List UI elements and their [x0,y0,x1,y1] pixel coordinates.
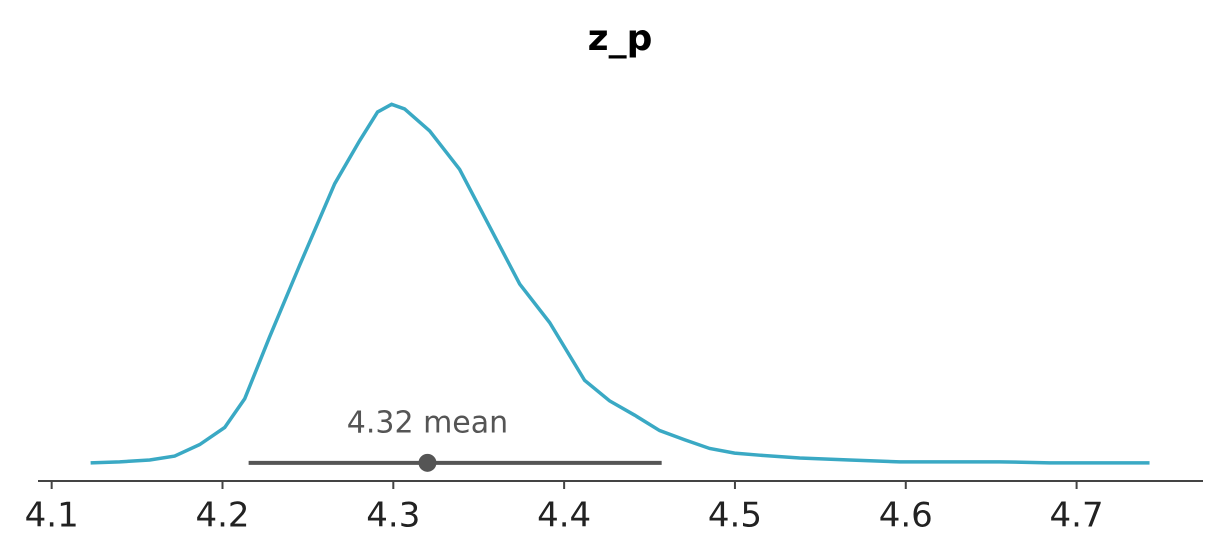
mean-point [418,453,437,472]
x-tick-label: 4.2 [195,496,249,536]
x-tick-label: 4.5 [708,496,762,536]
density-line [90,102,1150,465]
x-tick-label: 4.3 [366,496,420,536]
x-tick-label: 4.7 [1050,496,1104,536]
x-tick-label: 4.6 [879,496,933,536]
mean-label: 4.32 mean [347,405,508,440]
x-tick-label: 4.4 [537,496,591,536]
chart-title: z_p [588,18,653,59]
x-tick-label: 4.1 [25,496,79,536]
